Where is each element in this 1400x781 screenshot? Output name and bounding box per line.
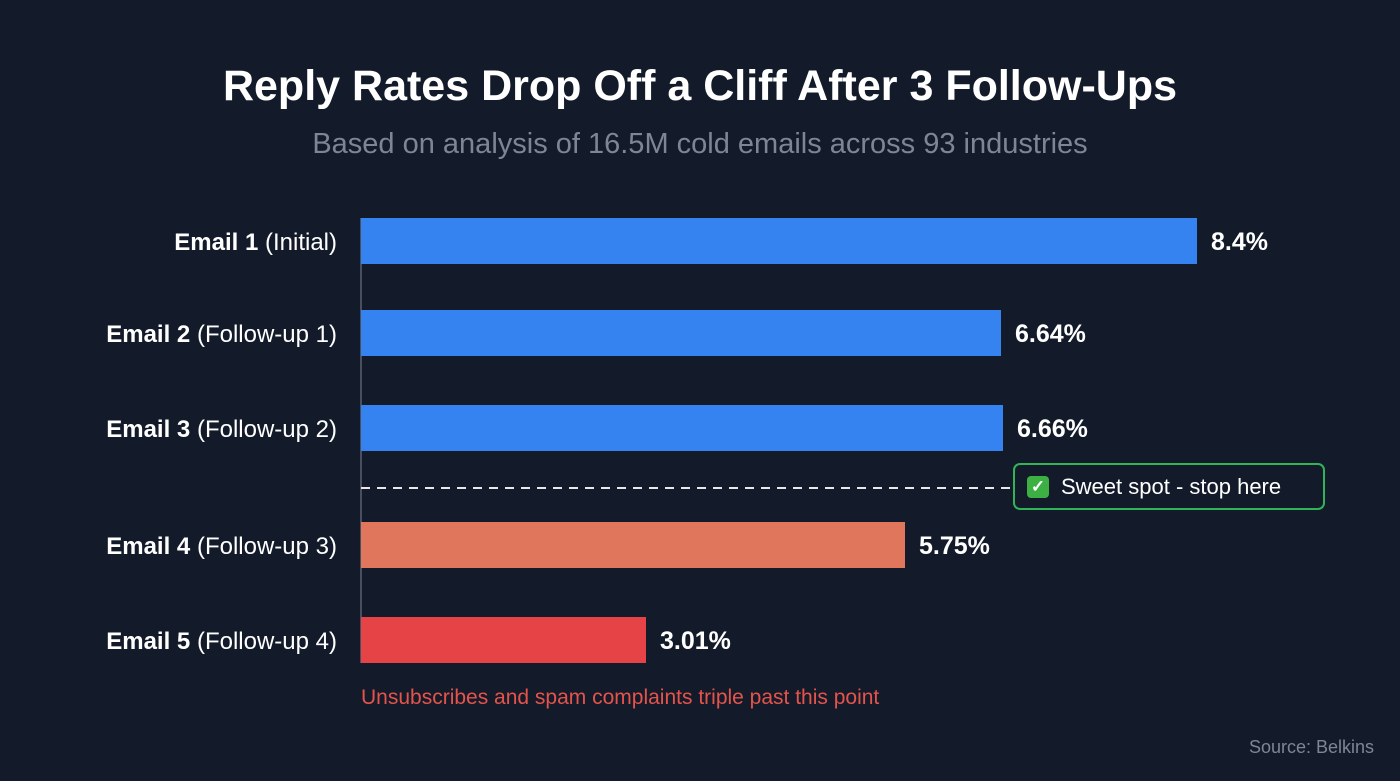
footnote-warning: Unsubscribes and spam complaints triple … (361, 686, 880, 709)
value-label: 5.75% (919, 532, 990, 560)
bar (361, 310, 1001, 356)
chart-title: Reply Rates Drop Off a Cliff After 3 Fol… (222, 62, 1178, 110)
category-label: Email 5 (Follow-up 4) (106, 628, 337, 655)
source-label: Source: Belkins (1248, 737, 1374, 757)
bar (361, 405, 1003, 451)
category-label: Email 2 (Follow-up 1) (106, 321, 337, 348)
bar (361, 218, 1197, 264)
category-label: Email 4 (Follow-up 3) (106, 533, 337, 560)
value-label: 8.4% (1211, 228, 1268, 256)
value-label: 3.01% (660, 627, 731, 655)
sweet-spot-label: Sweet spot - stop here (1061, 473, 1282, 499)
bar (361, 522, 905, 568)
bar (361, 617, 646, 663)
category-label: Email 3 (Follow-up 2) (106, 416, 337, 443)
chart-subtitle: Based on analysis of 16.5M cold emails a… (312, 128, 1088, 160)
value-label: 6.66% (1017, 415, 1088, 443)
check-mark-icon: ✓ (1027, 475, 1049, 498)
sweet-spot-callout: ✓ Sweet spot - stop here (1013, 463, 1325, 510)
value-label: 6.64% (1015, 320, 1086, 348)
category-label: Email 1 (Initial) (174, 229, 337, 256)
